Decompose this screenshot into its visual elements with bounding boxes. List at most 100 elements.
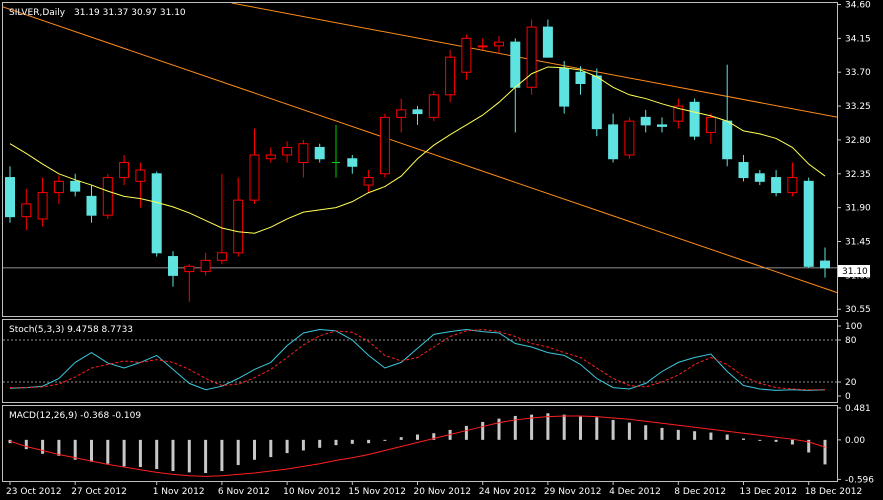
macd-histogram-bar bbox=[644, 425, 648, 440]
candle-body bbox=[396, 109, 407, 118]
ohlc-values: 31.19 31.37 30.97 31.10 bbox=[74, 8, 186, 18]
candle-body bbox=[86, 195, 97, 216]
macd-histogram-bar bbox=[90, 439, 93, 462]
macd-histogram-bar bbox=[823, 439, 827, 465]
macd-histogram-bar bbox=[676, 429, 680, 440]
macd-histogram-bar bbox=[122, 439, 126, 467]
date-axis-tick-label: 13 Dec 2012 bbox=[740, 487, 798, 497]
candle-body bbox=[640, 116, 651, 126]
date-axis-tick-label: 27 Oct 2012 bbox=[71, 487, 127, 497]
candle-body bbox=[200, 259, 211, 273]
candle-body bbox=[803, 180, 814, 267]
stochastic-signal-line bbox=[10, 328, 825, 391]
macd-histogram-bar bbox=[546, 413, 550, 440]
candle-body bbox=[379, 116, 390, 175]
stochastic-main-line bbox=[9, 328, 826, 391]
macd-histogram-bar bbox=[187, 439, 191, 473]
date-axis-tick-label: 23 Oct 2012 bbox=[6, 487, 62, 497]
macd-histogram-bar bbox=[595, 417, 599, 440]
macd-histogram-bar bbox=[627, 422, 631, 440]
current-price-tag: 31.10 bbox=[838, 265, 870, 277]
price-axis-tick-label: 34.15 bbox=[845, 34, 871, 44]
candle-body bbox=[526, 26, 537, 88]
upper-channel-line bbox=[231, 3, 837, 118]
candle-body bbox=[21, 203, 32, 218]
date-axis-tick-label: 24 Nov 2012 bbox=[479, 487, 537, 497]
price-plot-area bbox=[3, 3, 837, 302]
candle-body bbox=[477, 45, 488, 48]
candle-body bbox=[184, 265, 195, 273]
candle-body bbox=[102, 177, 113, 216]
candle-body bbox=[575, 71, 586, 85]
price-axis-tick-label: 31.90 bbox=[845, 204, 871, 214]
macd-histogram-bar bbox=[220, 439, 224, 472]
main-price-panel[interactable] bbox=[2, 2, 838, 317]
candle-body bbox=[754, 173, 765, 182]
candle-body bbox=[298, 143, 309, 164]
lower-channel-line bbox=[3, 6, 837, 294]
macd-histogram-bar bbox=[350, 439, 354, 444]
macd-histogram-bar bbox=[758, 439, 762, 441]
candle-body bbox=[5, 177, 15, 218]
macd-histogram-bar bbox=[253, 439, 256, 460]
date-axis-tick-label: 8 Dec 2012 bbox=[674, 487, 726, 497]
macd-signal-line bbox=[9, 415, 826, 477]
date-axis-tick-label: 6 Nov 2012 bbox=[218, 487, 270, 497]
candle-body bbox=[265, 154, 276, 160]
macd-histogram-bar bbox=[416, 434, 419, 440]
macd-histogram-bar bbox=[155, 439, 159, 470]
candle-body bbox=[282, 146, 293, 156]
symbol-name: SILVER,Daily bbox=[9, 8, 66, 18]
price-axis-tick-label: 34.60 bbox=[845, 1, 871, 11]
price-axis-tick-label: 33.25 bbox=[845, 102, 871, 112]
candle-body bbox=[591, 75, 602, 130]
date-axis-tick-label: 10 Nov 2012 bbox=[283, 487, 341, 497]
macd-histogram-bar bbox=[774, 439, 778, 442]
macd-histogram-bar bbox=[579, 416, 582, 440]
candle-body bbox=[314, 146, 325, 160]
price-axis-tick-label: 32.35 bbox=[845, 170, 871, 180]
axis-labels: 34.60 34.15 33.70 33.25 32.80 32.35 31.90 31.45… bbox=[6, 1, 874, 497]
panel-frames bbox=[2, 2, 838, 482]
price-axis-tick-label: 32.80 bbox=[845, 136, 871, 146]
macd-axis-tick-label: -0.596 bbox=[845, 475, 874, 485]
candle-body bbox=[412, 109, 423, 115]
date-axis-tick-label: 18 Dec 2012 bbox=[805, 487, 863, 497]
macd-histogram-bar bbox=[171, 439, 175, 472]
candle-body bbox=[428, 94, 439, 118]
macd-plot-area bbox=[8, 413, 827, 477]
macd-histogram-bar bbox=[285, 439, 289, 454]
stochastic-axis-tick-label: 80 bbox=[845, 336, 857, 346]
date-axis-tick-label: 29 Nov 2012 bbox=[544, 487, 602, 497]
macd-histogram-bar bbox=[432, 433, 436, 440]
macd-histogram-bar bbox=[41, 439, 45, 454]
macd-histogram-bar bbox=[73, 439, 77, 460]
stochastic-plot-area bbox=[3, 328, 837, 391]
macd-histogram-bar bbox=[138, 439, 142, 468]
macd-histogram-bar bbox=[562, 414, 566, 440]
stochastic-axis-tick-label: 20 bbox=[845, 378, 857, 388]
macd-histogram-bar bbox=[464, 425, 468, 440]
macd-histogram-bar bbox=[318, 439, 322, 448]
macd-histogram-bar bbox=[204, 439, 208, 474]
candle-body bbox=[787, 177, 798, 194]
macd-header: MACD(12,26,9) -0.368 -0.109 bbox=[9, 411, 141, 421]
candle-body bbox=[559, 67, 570, 107]
date-axis-tick-label: 20 Nov 2012 bbox=[414, 487, 472, 497]
macd-histogram-bar bbox=[24, 439, 28, 450]
macd-histogram-bar bbox=[742, 438, 745, 440]
macd-histogram-bar bbox=[497, 418, 501, 440]
candle-body bbox=[347, 158, 358, 167]
candle-body bbox=[119, 162, 130, 179]
macd-histogram-bar bbox=[367, 439, 371, 444]
macd-panel[interactable] bbox=[2, 405, 838, 482]
price-axis-tick-label: 31.45 bbox=[845, 238, 871, 248]
macd-histogram-bar bbox=[513, 415, 517, 440]
macd-histogram-bar bbox=[57, 439, 61, 456]
candle-body bbox=[542, 26, 553, 58]
candle-body bbox=[608, 124, 619, 160]
macd-histogram-bar bbox=[725, 434, 729, 440]
stochastic-panel[interactable] bbox=[2, 319, 838, 403]
macd-histogram-bar bbox=[106, 439, 110, 464]
